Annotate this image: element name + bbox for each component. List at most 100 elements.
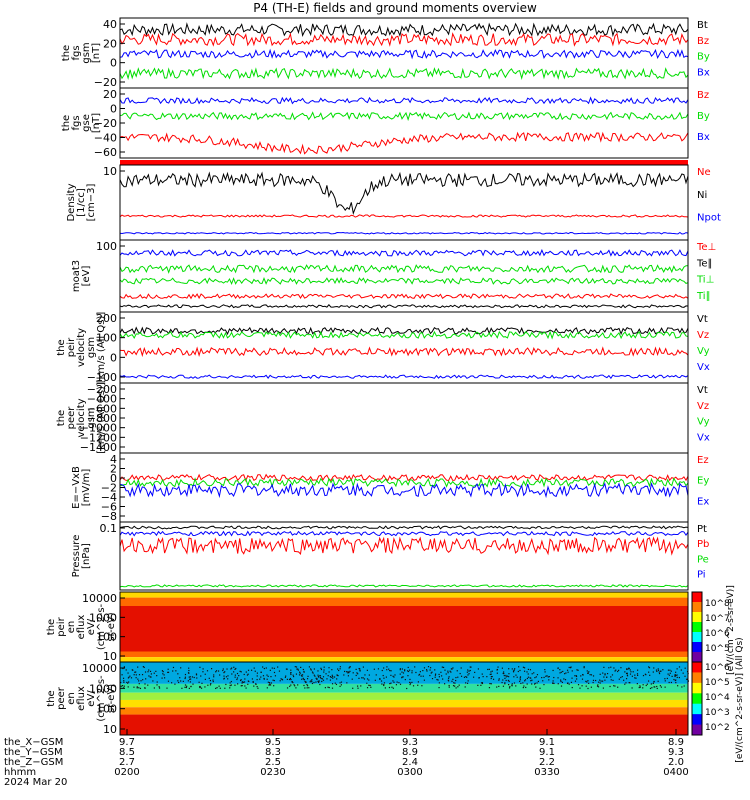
heatmap-speckle [134, 671, 136, 673]
heatmap-speckle [138, 674, 141, 676]
heatmap-speckle [683, 685, 685, 687]
heatmap-speckle [438, 682, 440, 684]
y-axis-label: [km/s (All Qs)] [96, 382, 107, 454]
heatmap-speckle [543, 683, 545, 686]
heatmap-speckle [431, 671, 433, 673]
heatmap-speckle [543, 676, 545, 679]
heatmap-speckle [586, 681, 588, 683]
heatmap-speckle [513, 676, 515, 678]
legend-Ti∥: Ti∥ [696, 291, 711, 302]
heatmap-speckle [393, 676, 395, 678]
heatmap-speckle [614, 685, 616, 687]
y-tick-label: 0 [110, 103, 117, 116]
heatmap-speckle [320, 668, 323, 671]
heatmap-speckle [123, 666, 125, 668]
heatmap-speckle [447, 672, 449, 674]
heatmap-speckle [585, 685, 587, 687]
heatmap-speckle [255, 683, 257, 685]
heatmap-speckle [670, 670, 672, 672]
heatmap-speckle [664, 686, 666, 688]
heatmap-speckle [201, 682, 203, 684]
heatmap-speckle [504, 677, 506, 679]
heatmap-speckle [233, 671, 235, 673]
heatmap-speckle [629, 682, 631, 684]
heatmap-speckle [127, 672, 129, 674]
y-tick-label: −200 [87, 383, 117, 396]
heatmap-speckle [330, 676, 332, 678]
heatmap-speckle [187, 672, 190, 674]
heatmap-speckle [581, 678, 584, 680]
heatmap-speckle [234, 684, 236, 686]
heatmap-speckle [161, 670, 164, 672]
heatmap-speckle [137, 666, 139, 668]
heatmap-speckle [200, 675, 202, 677]
heatmap-speckle [625, 678, 628, 680]
heatmap-speckle [626, 672, 628, 674]
heatmap-speckle [382, 674, 384, 677]
heatmap-speckle [300, 674, 303, 676]
heatmap-speckle [184, 677, 186, 680]
legend-Pi: Pi [697, 570, 706, 581]
heatmap-speckle [231, 667, 233, 669]
heatmap-speckle [206, 670, 209, 672]
heatmap-speckle [323, 669, 325, 671]
heatmap-speckle [184, 673, 187, 676]
heatmap-speckle [628, 667, 630, 669]
heatmap-speckle [321, 678, 324, 680]
series-Ti⊥ [119, 264, 688, 274]
heatmap-speckle [610, 666, 612, 668]
heatmap-speckle [524, 680, 526, 682]
heatmap-speckle [655, 669, 658, 671]
heatmap-speckle [313, 681, 315, 684]
heatmap-speckle [292, 675, 295, 678]
heatmap-speckle [217, 670, 220, 672]
colorbar-segment [692, 652, 702, 663]
heatmap-speckle [311, 671, 314, 673]
heatmap-speckle [244, 685, 246, 687]
heatmap-speckle [423, 679, 425, 681]
heatmap-speckle [512, 671, 515, 673]
heatmap-speckle [163, 674, 165, 676]
heatmap-speckle [677, 685, 679, 687]
colorbar-tick: 10^3 [705, 708, 730, 718]
heatmap-speckle [286, 678, 289, 680]
heatmap-speckle [429, 674, 431, 677]
heatmap-speckle [667, 673, 669, 675]
heatmap-speckle [468, 673, 470, 675]
y-tick-label: −2 [101, 482, 117, 495]
heatmap-speckle [657, 669, 660, 671]
legend-Vz: Vz [697, 330, 709, 341]
heatmap-speckle [545, 675, 547, 677]
heatmap-speckle [649, 687, 652, 690]
heatmap-speckle [458, 684, 460, 686]
heatmap-speckle [213, 676, 215, 678]
heatmap-speckle [576, 678, 578, 680]
heatmap-speckle [612, 679, 614, 681]
heatmap-speckle [299, 672, 301, 674]
heatmap-speckle [660, 686, 663, 688]
heatmap-speckle [273, 667, 275, 669]
heatmap-speckle [148, 675, 150, 677]
colorbar: 10^8 10^7 10^6 10^5 10^6 10^5 10^4 10^3 10^2 [eV/… [691, 585, 745, 763]
heatmap-speckle [599, 679, 601, 681]
heatmap-speckle [240, 685, 242, 687]
heatmap-speckle [307, 675, 309, 677]
heatmap-speckle [368, 684, 370, 686]
heatmap-speckle [303, 678, 305, 681]
legend-By: By [697, 52, 710, 63]
x-tick-label: 0400 [663, 767, 688, 778]
heatmap-speckle [348, 667, 350, 669]
heatmap-speckle [574, 675, 576, 677]
heatmap-speckle [430, 672, 432, 674]
heatmap-speckle [234, 668, 236, 670]
colorbar-tick: 10^4 [705, 693, 730, 703]
heatmap-speckle [288, 678, 291, 681]
heatmap-speckle [204, 673, 206, 675]
heatmap-speckle [225, 683, 227, 686]
heatmap-speckle [497, 666, 499, 668]
heatmap-speckle [533, 672, 535, 674]
heatmap-speckle [654, 686, 656, 688]
y-tick-label: 100 [96, 240, 117, 253]
heatmap-speckle [465, 682, 467, 684]
